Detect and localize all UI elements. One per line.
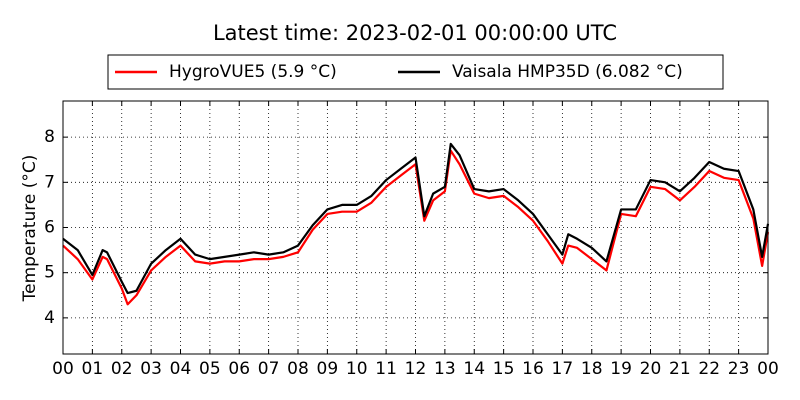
x-tick-label: 06 bbox=[228, 359, 250, 379]
x-tick-label: 22 bbox=[698, 359, 720, 379]
x-tick-label: 05 bbox=[199, 359, 221, 379]
y-tick-label: 5 bbox=[44, 263, 55, 283]
x-tick-label: 14 bbox=[463, 359, 485, 379]
x-tick-label: 19 bbox=[610, 359, 632, 379]
y-tick-label: 4 bbox=[44, 308, 55, 328]
x-tick-label: 20 bbox=[640, 359, 662, 379]
y-tick-label: 8 bbox=[44, 127, 55, 147]
x-tick-label: 01 bbox=[82, 359, 104, 379]
x-tick-label: 04 bbox=[170, 359, 192, 379]
x-tick-label: 08 bbox=[287, 359, 309, 379]
series-line bbox=[62, 149, 770, 306]
y-tick-label: 7 bbox=[44, 172, 55, 192]
x-tick-label: 00 bbox=[52, 359, 74, 379]
x-tick-label: 12 bbox=[405, 359, 427, 379]
x-tick-label: 00 bbox=[757, 359, 779, 379]
x-tick-label: 18 bbox=[581, 359, 603, 379]
x-tick-label: 09 bbox=[317, 359, 339, 379]
legend-label: HygroVUE5 (5.9 °C) bbox=[169, 62, 337, 82]
legend-label: Vaisala HMP35D (6.082 °C) bbox=[452, 62, 683, 82]
x-tick-label: 21 bbox=[669, 359, 691, 379]
x-tick-label: 16 bbox=[522, 359, 544, 379]
chart-title: Latest time: 2023-02-01 00:00:00 UTC bbox=[213, 21, 617, 45]
x-tick-label: 10 bbox=[346, 359, 368, 379]
x-tick-label: 23 bbox=[728, 359, 750, 379]
plot-frame bbox=[62, 100, 769, 355]
y-axis-label: Temperature (°C) bbox=[20, 155, 40, 303]
x-tick-label: 11 bbox=[375, 359, 397, 379]
y-tick-label: 6 bbox=[44, 218, 55, 238]
x-tick-label: 03 bbox=[140, 359, 162, 379]
x-tick-label: 02 bbox=[111, 359, 133, 379]
x-tick-label: 15 bbox=[493, 359, 515, 379]
x-tick-label: 17 bbox=[552, 359, 574, 379]
x-tick-label: 07 bbox=[258, 359, 280, 379]
series-line bbox=[62, 142, 770, 295]
x-tick-label: 13 bbox=[434, 359, 456, 379]
